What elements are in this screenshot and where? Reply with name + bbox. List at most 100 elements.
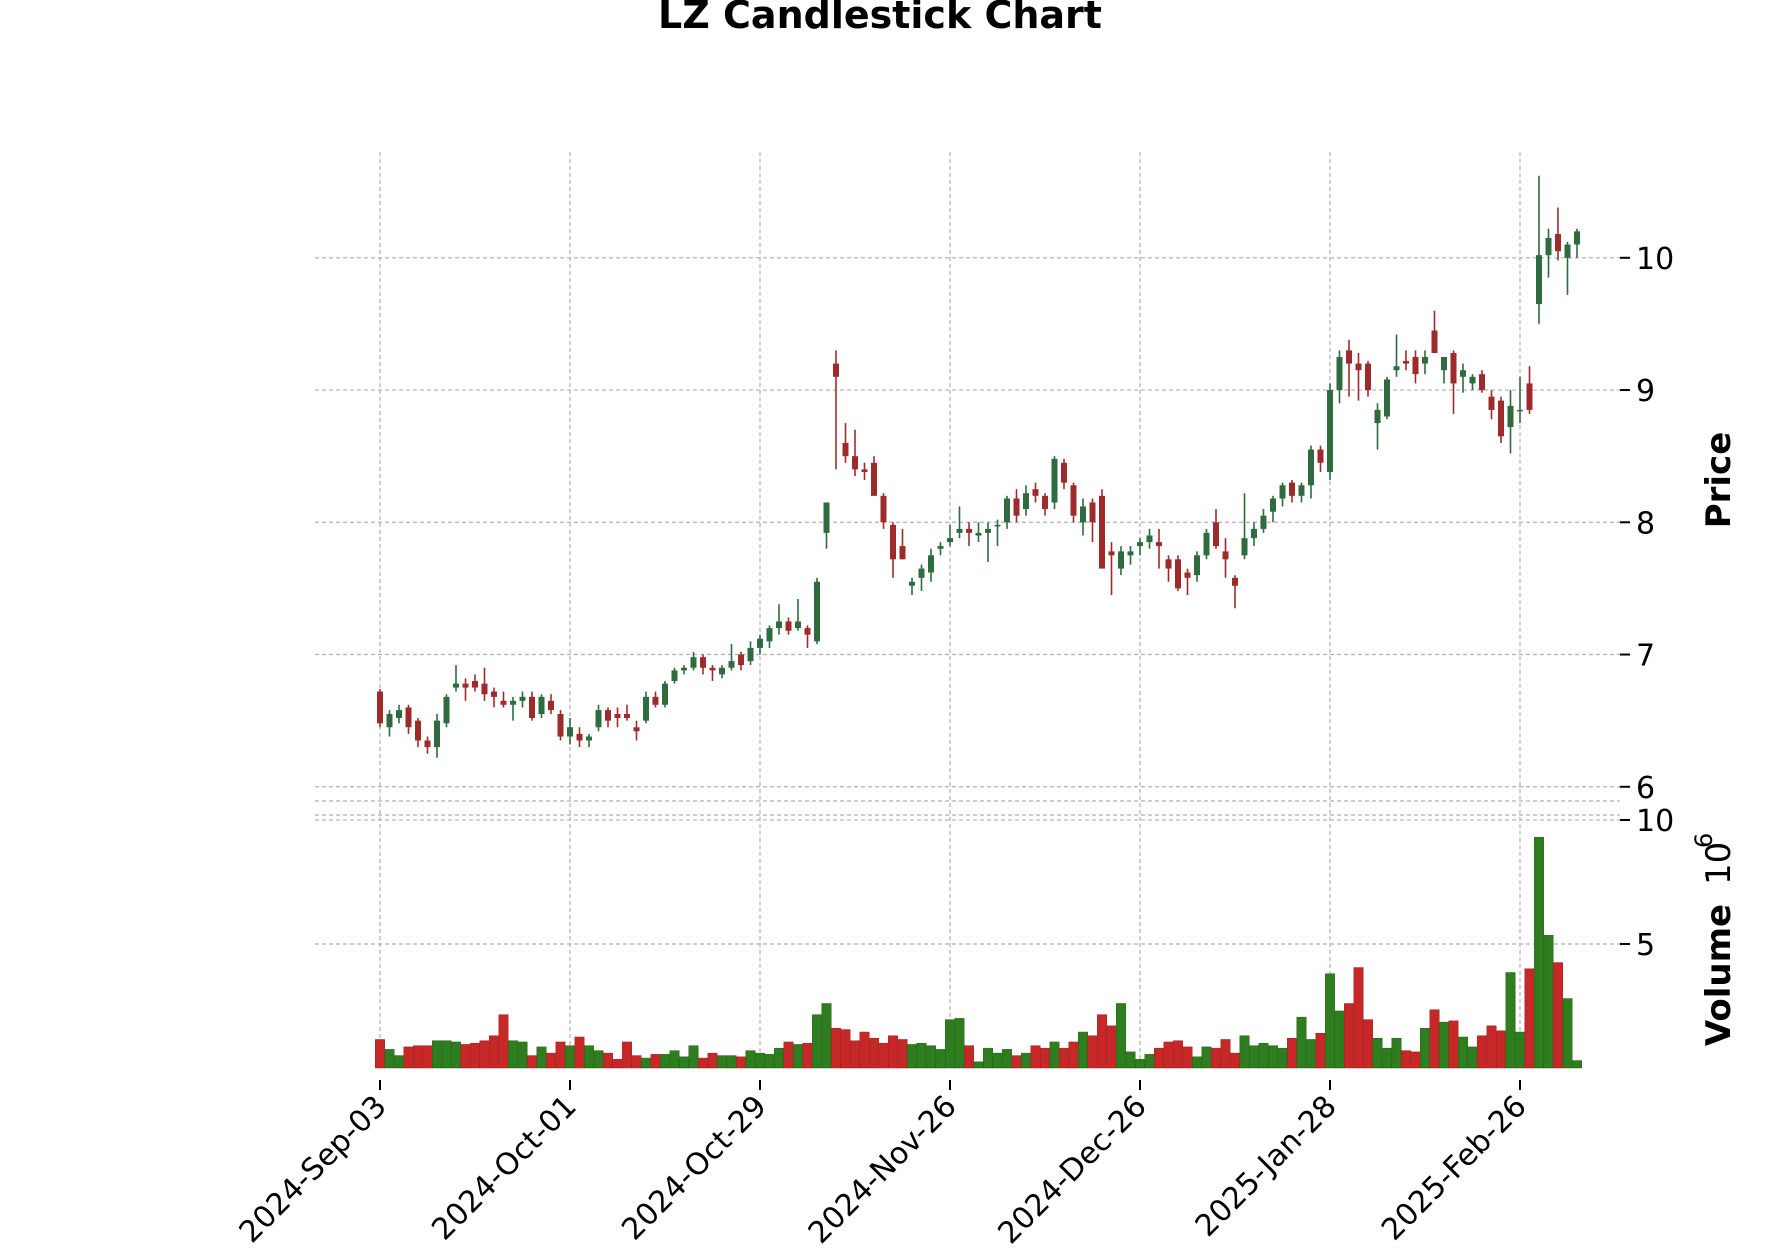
volume-bar <box>650 1054 661 1069</box>
candle-body <box>823 502 830 533</box>
volume-bar <box>660 1054 670 1069</box>
volume-bar <box>1154 1047 1164 1069</box>
candle-body <box>1042 495 1048 510</box>
candle-body <box>728 661 735 668</box>
candle-body <box>1298 485 1305 496</box>
candle-body <box>1545 237 1552 256</box>
candle-body <box>595 710 602 728</box>
candle-body <box>662 683 668 705</box>
candle-body <box>443 696 450 724</box>
volume-bar <box>897 1039 908 1069</box>
volume-bar <box>1258 1042 1269 1069</box>
candle-body <box>453 683 459 688</box>
candle-body <box>614 714 621 719</box>
candle-body <box>434 720 440 748</box>
candle-body <box>1422 356 1428 364</box>
volume-bar <box>1011 1055 1022 1069</box>
date-tick-label: 2025-Jan-28 <box>1189 1089 1344 1244</box>
candle-body <box>1241 538 1248 556</box>
volume-bar <box>1182 1046 1193 1069</box>
date-tick-label: 2024-Oct-01 <box>425 1089 583 1247</box>
candle-body <box>861 469 868 473</box>
volume-bar <box>859 1031 870 1069</box>
candle-body <box>1184 572 1191 578</box>
candle-body <box>709 667 716 671</box>
volume-bar <box>1382 1047 1392 1069</box>
volume-bar <box>1049 1041 1060 1069</box>
volume-bar <box>850 1040 860 1069</box>
candle-body <box>1526 383 1533 410</box>
candle-body <box>1165 559 1172 569</box>
candle-body <box>1384 379 1390 417</box>
candle-body <box>405 707 412 728</box>
volume-bar <box>1496 1030 1506 1069</box>
candle-body <box>624 714 630 719</box>
candle-body <box>681 667 687 671</box>
volume-bar <box>698 1057 708 1069</box>
candle-body <box>909 581 915 586</box>
volume-bar <box>536 1046 547 1069</box>
volume-bar <box>1515 1031 1525 1069</box>
candle-body <box>814 581 820 642</box>
candle-body <box>1498 400 1504 437</box>
candle-body <box>1289 482 1295 496</box>
volume-bar <box>1078 1031 1088 1069</box>
price-tick-label: 7 <box>1636 639 1655 674</box>
volume-bar <box>783 1041 794 1069</box>
volume-bar <box>584 1045 594 1069</box>
volume-bar <box>1144 1054 1155 1069</box>
candle-body <box>415 720 421 741</box>
candle-body <box>1279 485 1286 499</box>
candle-body <box>1222 551 1229 560</box>
candle-body <box>567 727 573 737</box>
volume-bar <box>774 1047 784 1069</box>
candle-body <box>842 442 849 457</box>
volume-bar <box>641 1057 651 1069</box>
candle-body <box>871 462 877 496</box>
volume-bar <box>1287 1037 1297 1069</box>
volume-bar <box>1030 1045 1041 1069</box>
candle-body <box>795 621 801 629</box>
volume-bar <box>1315 1033 1326 1069</box>
candle-body <box>519 696 526 701</box>
volume-bar <box>1543 935 1554 1069</box>
volume-bar <box>1553 962 1563 1069</box>
volume-bar <box>565 1045 575 1069</box>
candle-body <box>966 528 972 533</box>
volume-bar <box>821 1003 832 1069</box>
volume-bar <box>1524 968 1535 1069</box>
volume-bar <box>688 1045 699 1069</box>
candle-body <box>462 683 469 688</box>
candle-body <box>1450 353 1457 384</box>
volume-bar <box>394 1055 404 1069</box>
candle-body <box>956 528 963 533</box>
candle-body <box>918 568 925 578</box>
candle-body <box>1536 255 1542 305</box>
candle-body <box>633 727 640 732</box>
volume-bar <box>479 1040 490 1069</box>
volume-axis-label: Volume <box>1699 904 1739 1046</box>
candle-body <box>1061 462 1067 483</box>
volume-bar <box>812 1014 822 1069</box>
candle-body <box>557 714 564 737</box>
candle-body <box>1118 551 1124 569</box>
volume-bar <box>840 1029 851 1069</box>
date-tick-label: 2024-Sep-03 <box>233 1089 394 1250</box>
volume-bar <box>1429 1009 1440 1069</box>
candle-body <box>1355 363 1362 371</box>
volume-bar <box>508 1040 518 1069</box>
date-tick-label: 2025-Feb-26 <box>1375 1089 1534 1248</box>
volume-bar <box>1135 1059 1145 1069</box>
candle-body <box>491 691 497 697</box>
candle-body <box>1051 458 1058 503</box>
candle-body <box>548 700 554 711</box>
volume-bar <box>1002 1049 1012 1069</box>
candle-body <box>785 621 792 631</box>
candle-body <box>1317 449 1324 463</box>
candle-body <box>1156 542 1162 547</box>
volume-bar <box>612 1059 623 1069</box>
candle-body <box>1365 363 1371 391</box>
volume-bar <box>1420 1028 1430 1069</box>
candle-body <box>538 696 545 715</box>
volume-bar <box>441 1040 452 1069</box>
